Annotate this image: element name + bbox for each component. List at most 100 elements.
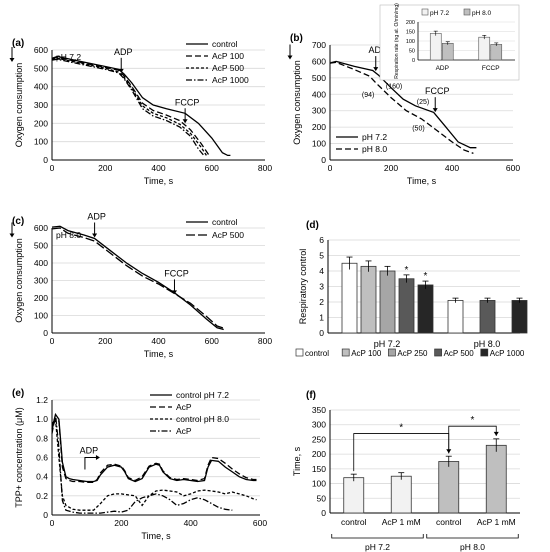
legend-entry: pH 8.0 bbox=[362, 144, 387, 154]
y-axis-label: Time, s bbox=[292, 446, 302, 476]
legend-swatch bbox=[388, 348, 396, 357]
event-arrowhead bbox=[92, 233, 98, 238]
y-tick-label: 300 bbox=[34, 276, 48, 286]
legend-swatch bbox=[341, 348, 350, 357]
event-arrowhead bbox=[118, 68, 124, 73]
series-line-3 bbox=[51, 57, 207, 156]
inset-bar bbox=[478, 36, 491, 61]
event-arrowhead bbox=[171, 290, 177, 295]
y-tick-label: 600 bbox=[34, 223, 48, 233]
series-line-1 bbox=[51, 55, 231, 157]
significance-star: * bbox=[424, 271, 428, 282]
y-tick-label: 400 bbox=[312, 89, 326, 99]
y-tick-label: 0 bbox=[43, 155, 48, 165]
series-line-2 bbox=[51, 418, 257, 484]
legend-entry: AcP 100 bbox=[212, 51, 244, 61]
series-line-1 bbox=[51, 412, 257, 483]
x-tick-label: 200 bbox=[384, 163, 398, 173]
panel-label: (b) bbox=[290, 33, 303, 44]
y-axis-label: Oxygen consumption bbox=[14, 63, 24, 148]
y-tick-label: 300 bbox=[312, 420, 326, 430]
panel-f: 0 50 100 150 200 250 300 350 Time, s (f) control Ac… bbox=[292, 390, 520, 552]
direction-arrowhead bbox=[287, 55, 293, 60]
event-label-adp: ADP bbox=[368, 45, 387, 55]
x-tick-label: AcP 1 mM bbox=[477, 517, 516, 527]
y-tick-label: 100 bbox=[34, 137, 48, 147]
bar bbox=[343, 477, 365, 514]
legend-entry: AcP 1000 bbox=[212, 75, 249, 85]
x-axis-label: Time, s bbox=[144, 349, 174, 359]
y-tick-label: 0 bbox=[412, 58, 415, 64]
x-tick-label: 400 bbox=[151, 163, 165, 173]
x-tick-label: 600 bbox=[205, 163, 219, 173]
y-tick-label: 0.8 bbox=[36, 433, 48, 443]
event-label-fccp: FCCP bbox=[164, 268, 189, 278]
legend-swatch bbox=[434, 348, 442, 357]
adp-bracket-head bbox=[95, 455, 100, 460]
legend-entry: AcP 500 bbox=[212, 230, 244, 240]
y-tick-label: 3 bbox=[319, 282, 324, 292]
y-tick-label: 150 bbox=[312, 464, 326, 474]
y-tick-label: 100 bbox=[312, 139, 326, 149]
y-tick-label: 400 bbox=[34, 258, 48, 268]
panel-e: 0 0.2 0.4 0.6 0.8 1.0 1.2 0 200 400 600 Time, s TPP+… bbox=[12, 388, 267, 541]
y-tick-label: 200 bbox=[312, 449, 326, 459]
legend-swatch bbox=[295, 348, 304, 357]
bar bbox=[438, 461, 460, 514]
legend-entry: control bbox=[212, 217, 238, 227]
inset-bar bbox=[490, 44, 503, 61]
y-tick-label: 200 bbox=[406, 20, 415, 26]
x-tick-label: 800 bbox=[258, 336, 272, 346]
y-tick-label: 1.2 bbox=[36, 395, 48, 405]
legend-entry: control pH 8.0 bbox=[176, 414, 229, 424]
significance-star: * bbox=[471, 415, 475, 426]
event-arrowhead bbox=[373, 67, 379, 72]
x-tick-label: control bbox=[341, 517, 367, 527]
y-tick-label: 200 bbox=[34, 118, 48, 128]
y-tick-label: 50 bbox=[317, 493, 327, 503]
group-label: pH 7.2 bbox=[365, 542, 390, 552]
significance-arrowhead bbox=[493, 431, 499, 436]
x-axis-label: Time, s bbox=[144, 176, 174, 186]
legend-entry: AcP 500 bbox=[444, 349, 475, 358]
legend-entry: AcP bbox=[176, 426, 192, 436]
series-line-3 bbox=[51, 418, 257, 511]
legend-entry: control pH 7.2 bbox=[176, 390, 229, 400]
group-bracket bbox=[331, 534, 424, 539]
inset-bar bbox=[429, 33, 442, 61]
y-tick-label: 5 bbox=[319, 251, 324, 261]
group-label: pH 8.0 bbox=[460, 542, 485, 552]
y-tick-label: 1.0 bbox=[36, 414, 48, 424]
significance-star: * bbox=[405, 265, 409, 276]
y-tick-label: 200 bbox=[34, 293, 48, 303]
y-tick-label: 0 bbox=[43, 328, 48, 338]
legend-swatch bbox=[421, 8, 429, 16]
legend-entry: AcP bbox=[176, 402, 192, 412]
series-line-2 bbox=[51, 56, 210, 156]
y-tick-label: 500 bbox=[34, 241, 48, 251]
x-tick-label: 200 bbox=[98, 336, 112, 346]
bar bbox=[390, 475, 412, 514]
group-bracket bbox=[426, 534, 519, 539]
x-axis-label: Time, s bbox=[141, 531, 171, 541]
event-label-adp: ADP bbox=[80, 446, 99, 456]
y-tick-label: 250 bbox=[312, 434, 326, 444]
rate-label: (160) bbox=[386, 84, 402, 91]
group-label: pH 8.0 bbox=[474, 339, 501, 349]
panel-annotation: pH 8.0 bbox=[56, 230, 81, 240]
y-tick-label: 350 bbox=[312, 405, 326, 415]
event-label-adp: ADP bbox=[114, 47, 133, 57]
x-axis-label: Time, s bbox=[407, 176, 437, 186]
y-tick-label: 4 bbox=[319, 266, 324, 276]
y-tick-label: 100 bbox=[406, 39, 415, 45]
bar bbox=[511, 300, 528, 334]
x-tick-label: ADP bbox=[436, 65, 449, 72]
x-tick-label: FCCP bbox=[482, 65, 500, 72]
legend-swatch bbox=[480, 348, 489, 357]
rate-label: (94) bbox=[362, 92, 374, 99]
x-tick-label: 600 bbox=[205, 336, 219, 346]
bar bbox=[398, 278, 415, 334]
y-axis-label: TPP+ concentration (μM) bbox=[14, 407, 24, 507]
y-axis-label: Respiration rate (ng at. O/min/mg) bbox=[394, 3, 400, 79]
event-arrowhead bbox=[432, 108, 438, 113]
